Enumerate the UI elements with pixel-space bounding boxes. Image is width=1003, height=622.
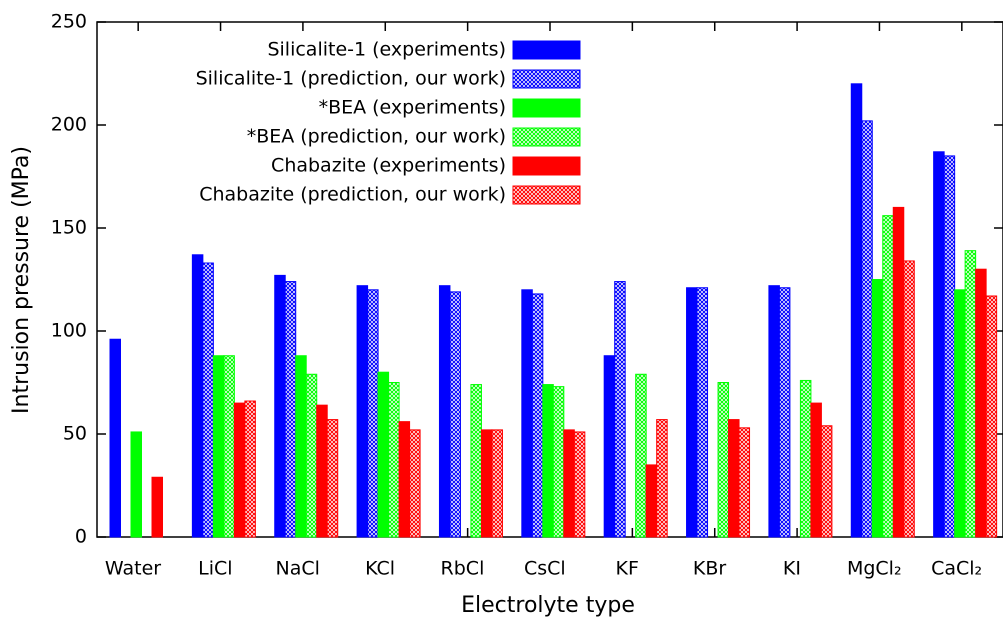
bar	[964, 250, 977, 538]
bar	[552, 386, 565, 538]
bar	[284, 281, 297, 538]
bar	[356, 285, 369, 538]
legend-label: Chabazite (prediction, our work)	[199, 184, 506, 206]
bar	[728, 419, 740, 538]
bar	[954, 289, 966, 538]
x-tick-label: KBr	[693, 558, 726, 580]
bar	[244, 400, 256, 538]
legend-swatch	[512, 185, 581, 205]
x-tick-label: Water	[105, 558, 161, 580]
y-tick-label: 100	[51, 320, 87, 342]
x-tick-label: CsCl	[524, 558, 566, 580]
legend-label: Silicalite-1 (prediction, our work)	[196, 68, 506, 90]
bar	[295, 355, 307, 538]
bar	[388, 382, 400, 538]
bar	[738, 427, 751, 538]
legend-label: Chabazite (experiments)	[271, 155, 506, 177]
x-tick-label: KI	[783, 558, 801, 580]
bar	[696, 287, 709, 538]
bar	[305, 373, 318, 538]
bar	[892, 206, 905, 538]
legend-label: *BEA (prediction, our work)	[247, 126, 506, 148]
bar	[191, 254, 204, 538]
x-tick-label: NaCl	[276, 558, 320, 580]
bar	[274, 274, 286, 538]
bar	[531, 293, 544, 538]
bar	[377, 371, 390, 538]
x-tick-label: KF	[615, 558, 638, 580]
x-tick-label: RbCl	[441, 558, 485, 580]
y-tick-label: 250	[51, 11, 87, 33]
x-tick-label: LiCl	[198, 558, 232, 580]
bar	[717, 382, 730, 538]
bar	[645, 464, 658, 538]
bar	[686, 287, 698, 538]
bar	[933, 151, 945, 538]
bar	[212, 355, 225, 538]
x-axis-label: Electrolyte type	[461, 593, 635, 618]
bar	[573, 431, 586, 538]
bar	[409, 429, 421, 538]
bar	[367, 289, 379, 538]
legend-swatch	[512, 69, 581, 89]
bar	[202, 262, 214, 538]
bar	[943, 155, 956, 538]
bar	[656, 419, 668, 538]
bar	[438, 285, 451, 538]
legend-label: Silicalite-1 (experiments)	[267, 39, 506, 61]
bar	[614, 281, 626, 538]
x-tick-label: MgCl₂	[847, 558, 902, 580]
legend-swatch	[512, 98, 581, 118]
bar	[109, 338, 121, 538]
bar	[521, 289, 533, 538]
bar	[985, 295, 998, 538]
bar	[882, 215, 894, 538]
y-tick-label: 200	[51, 114, 87, 136]
bar	[799, 379, 812, 538]
bar	[810, 402, 822, 538]
bar	[470, 384, 482, 538]
bar	[233, 402, 246, 538]
y-tick-label: 50	[63, 423, 87, 445]
bar	[480, 429, 493, 538]
legend-swatch	[512, 127, 581, 147]
bar	[326, 419, 339, 538]
bar	[151, 476, 163, 538]
bar	[871, 279, 884, 538]
y-tick-label: 150	[51, 217, 87, 239]
bar	[542, 384, 554, 538]
x-tick-label: CaCl₂	[931, 558, 982, 580]
bar	[316, 404, 328, 538]
bar	[563, 429, 575, 538]
bar	[850, 83, 863, 538]
bar	[223, 355, 235, 538]
bar	[861, 120, 873, 538]
bar	[975, 268, 987, 538]
x-tick-label: KCl	[365, 558, 395, 580]
bar	[130, 431, 142, 538]
legend-swatch	[512, 156, 581, 176]
bar	[449, 291, 461, 538]
y-axis-label: Intrusion pressure (MPa)	[9, 146, 34, 414]
bar	[491, 429, 503, 538]
bar	[768, 285, 780, 538]
legend-swatch	[512, 40, 581, 60]
legend-label: *BEA (experiments)	[319, 97, 506, 119]
bar	[820, 425, 833, 538]
bar	[635, 373, 647, 538]
y-tick-label: 0	[75, 526, 87, 548]
bar	[778, 287, 791, 538]
bar	[903, 260, 915, 538]
bar	[603, 355, 616, 538]
bar	[398, 421, 411, 538]
